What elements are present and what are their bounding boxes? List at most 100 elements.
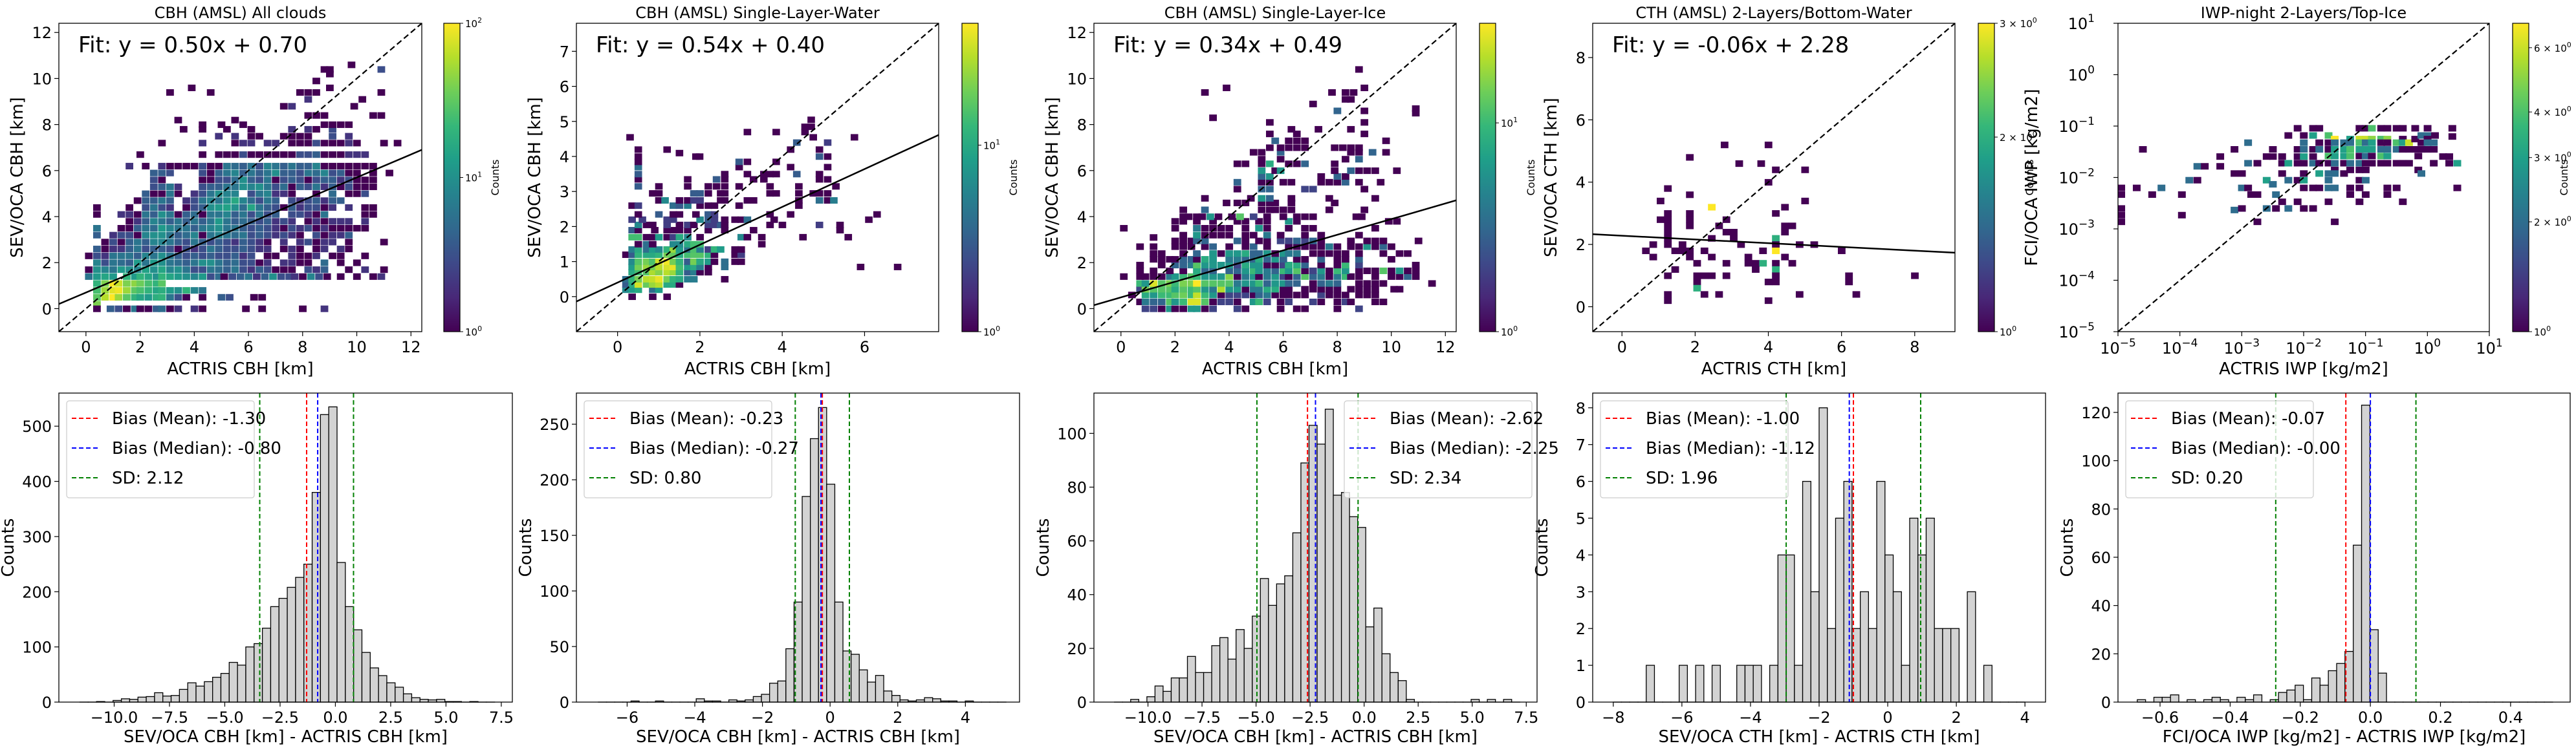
heatmap-cell xyxy=(126,225,134,232)
heatmap-cell xyxy=(1384,218,1393,225)
heatmap-cell xyxy=(261,273,269,280)
heatmap-cell xyxy=(2293,176,2302,184)
heatmap-cell xyxy=(263,183,272,191)
heatmap-cell xyxy=(142,190,150,197)
heatmap-cell xyxy=(2331,146,2339,153)
heatmap-cell xyxy=(1352,213,1360,220)
heatmap-cell xyxy=(675,246,684,253)
heatmap-cell xyxy=(2331,166,2339,173)
heatmap-cell xyxy=(684,275,692,283)
heatmap-cell xyxy=(1263,280,1271,287)
heatmap-cell xyxy=(288,125,296,133)
heatmap-cell xyxy=(649,281,657,288)
heatmap-cell xyxy=(1693,284,1701,292)
heatmap-cell xyxy=(93,266,101,273)
histogram-bar xyxy=(924,697,933,703)
heatmap-cell xyxy=(182,231,190,239)
heatmap-cell xyxy=(256,204,263,211)
chart-title: CBH (AMSL) Single-Layer-Water xyxy=(635,4,880,22)
heatmap-cell xyxy=(2293,160,2302,167)
heatmap-cell xyxy=(2118,184,2126,191)
heatmap-cell xyxy=(312,246,320,253)
heatmap-cell xyxy=(115,305,123,312)
heatmap-cell xyxy=(239,218,247,225)
heatmap-cell xyxy=(320,197,329,204)
heatmap-cell xyxy=(696,246,704,253)
heatmap-cell xyxy=(1209,261,1217,269)
heatmap-cell xyxy=(1157,305,1166,312)
heatmap-cell xyxy=(345,151,353,158)
heatmap-cell xyxy=(710,251,719,258)
heatmap-cell xyxy=(190,266,199,273)
heatmap-cell xyxy=(239,246,247,253)
heatmap-cell xyxy=(320,162,329,170)
heatmap-cell xyxy=(1171,273,1179,280)
heatmap-cell xyxy=(655,258,663,265)
heatmap-cell xyxy=(1722,216,1730,223)
heatmap-cell xyxy=(174,231,182,239)
heatmap-cell xyxy=(296,259,304,266)
heatmap-cell xyxy=(2262,153,2271,160)
heatmap-cell xyxy=(2139,146,2147,153)
heatmap-cell xyxy=(1781,222,1789,230)
heatmap-cell xyxy=(320,211,329,218)
heatmap-cell xyxy=(1355,250,1363,257)
heatmap-cell xyxy=(158,169,166,176)
heatmap-cell xyxy=(223,231,231,239)
heatmap-cell xyxy=(149,204,158,211)
heatmap-cell xyxy=(296,197,304,204)
x-tick-label: 7.5 xyxy=(1514,709,1538,727)
heatmap-cell xyxy=(1309,267,1317,274)
heatmap-cell xyxy=(149,266,158,273)
heatmap-cell xyxy=(1309,298,1317,306)
heatmap-cell xyxy=(320,121,329,128)
heatmap-cell xyxy=(832,183,840,190)
heatmap-cell xyxy=(117,231,126,239)
heatmap-cell xyxy=(1166,292,1174,299)
heatmap-cell xyxy=(721,227,729,234)
heatmap-cell xyxy=(117,252,126,259)
heatmap-cell xyxy=(675,269,684,276)
colorbar-tick-label: 102 xyxy=(465,16,482,30)
heatmap-cell xyxy=(336,197,345,204)
heatmap-cell xyxy=(93,280,101,287)
heatmap-cell xyxy=(1301,237,1309,244)
plot-area xyxy=(576,23,939,332)
heatmap-cell xyxy=(1772,235,1780,242)
heatmap-cell xyxy=(675,211,684,218)
heatmap-cell xyxy=(149,183,158,191)
heatmap-cell xyxy=(304,112,312,119)
heatmap-cell xyxy=(721,183,729,190)
heatmap-cell xyxy=(182,273,190,280)
x-tick-label: 4 xyxy=(778,338,787,356)
heatmap-cell xyxy=(2377,136,2385,143)
heatmap-cell xyxy=(836,227,844,234)
heatmap-cell xyxy=(1193,280,1201,287)
heatmap-cell xyxy=(182,197,190,204)
heatmap-cell xyxy=(649,294,657,301)
heatmap-cell xyxy=(1342,178,1349,186)
heatmap-cell xyxy=(296,169,304,176)
heatmap-cell xyxy=(1355,231,1363,239)
heatmap-cell xyxy=(1233,273,1241,280)
heatmap-cell xyxy=(320,151,329,158)
heatmap-cell xyxy=(1263,286,1271,293)
heatmap-cell xyxy=(144,273,153,280)
heatmap-cell xyxy=(93,252,101,259)
heatmap-cell xyxy=(2300,170,2308,177)
heatmap-cell xyxy=(320,218,329,225)
heatmap-cell xyxy=(329,121,336,128)
heatmap-cell xyxy=(1325,206,1333,213)
heatmap-cell xyxy=(288,246,296,253)
heatmap-cell xyxy=(737,233,745,240)
y-tick-label: 0 xyxy=(2101,694,2111,712)
heatmap-cell xyxy=(655,233,663,240)
heatmap-cell xyxy=(1360,186,1369,193)
heatmap-cell xyxy=(663,233,671,240)
heatmap-cell xyxy=(269,273,277,280)
heatmap-cell xyxy=(1293,292,1301,299)
heatmap-cell xyxy=(350,103,358,110)
heatmap-cell xyxy=(223,225,231,232)
heatmap-cell xyxy=(2361,153,2370,160)
